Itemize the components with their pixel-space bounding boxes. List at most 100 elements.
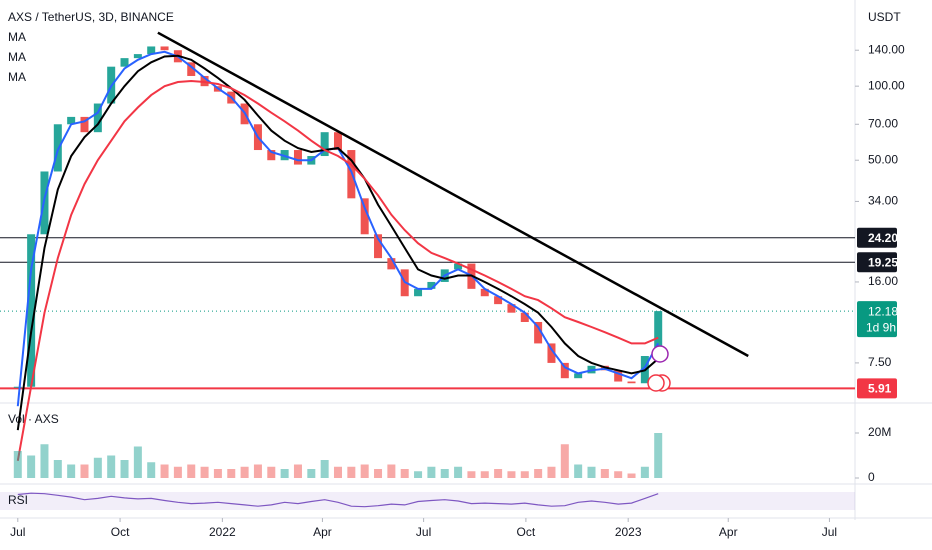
trendline: [157, 31, 749, 358]
volume-tick-label: 20M: [868, 425, 891, 439]
candle: [120, 58, 129, 67]
countdown-label: 1d 9h: [866, 320, 896, 334]
chart-title: AXS / TetherUS, 3D, BINANCE: [8, 10, 174, 24]
volume-bar: [654, 433, 663, 478]
volume-bar: [414, 471, 423, 478]
volume-bar: [614, 471, 623, 478]
last-price-badge: [857, 301, 897, 338]
candle: [93, 103, 102, 133]
x-tick-label: Oct: [517, 525, 536, 539]
volume-bar: [587, 466, 596, 478]
x-tick-label: Jul: [416, 525, 431, 539]
volume-title: Vol · AXS: [8, 412, 59, 426]
volume-bar: [507, 471, 516, 478]
candle: [80, 116, 89, 133]
candle: [160, 46, 169, 51]
y-tick-label: 100.00: [868, 78, 905, 92]
volume-bar: [120, 460, 129, 478]
ma-line: [16, 54, 659, 431]
volume-bar: [227, 469, 236, 478]
volume-bar: [187, 464, 196, 478]
volume-bar: [67, 464, 76, 478]
candle: [454, 263, 463, 270]
x-tick-label: Apr: [313, 525, 332, 539]
volume-bar: [520, 471, 529, 478]
candle: [560, 362, 569, 379]
volume-bar: [347, 466, 356, 478]
candle: [520, 312, 529, 322]
price-unit: USDT: [868, 10, 901, 24]
volume-bar: [600, 469, 609, 478]
volume-bar: [374, 469, 383, 478]
candle: [654, 311, 663, 357]
volume-bar: [480, 471, 489, 478]
candle: [374, 234, 383, 259]
y-tick-label: 7.50: [868, 355, 892, 369]
volume-bar: [534, 469, 543, 478]
volume-bar: [173, 466, 182, 478]
volume-bar: [454, 466, 463, 478]
candle: [13, 386, 22, 388]
volume-bar: [147, 462, 156, 478]
volume-bar: [53, 460, 62, 478]
x-tick-label: Oct: [111, 525, 130, 539]
event-icon: [651, 345, 669, 363]
candle: [414, 288, 423, 297]
y-tick-label: 70.00: [868, 116, 898, 130]
legend-entry: MA: [8, 70, 26, 84]
legend-entry: MA: [8, 50, 26, 64]
volume-bar: [467, 471, 476, 478]
volume-bar: [40, 444, 49, 478]
rsi-title: RSI: [8, 493, 28, 507]
volume-bar: [574, 464, 583, 478]
volume-bar: [307, 469, 316, 478]
volume-bar: [13, 451, 22, 478]
volume-bar: [640, 466, 649, 478]
volume-bar: [93, 457, 102, 478]
legend-entry: MA: [8, 30, 26, 44]
volume-bar: [240, 466, 249, 478]
volume-bar: [387, 464, 396, 478]
candle: [67, 116, 76, 125]
candle: [427, 281, 436, 289]
candle: [614, 370, 623, 382]
x-tick-label: 2022: [209, 525, 236, 539]
candle: [293, 150, 302, 165]
candle: [333, 132, 342, 151]
volume-bar: [320, 460, 329, 478]
level-badge: [857, 378, 897, 399]
volume-bar: [267, 466, 276, 478]
event-icon: [647, 374, 665, 392]
x-tick-label: Jul: [822, 525, 837, 539]
volume-bar: [427, 466, 436, 478]
rsi-line: [17, 492, 659, 508]
volume-bar: [27, 455, 36, 478]
x-tick-label: Jul: [10, 525, 25, 539]
candle: [387, 258, 396, 270]
volume-bar: [280, 469, 289, 478]
volume-bar: [440, 469, 449, 478]
volume-bar: [133, 446, 142, 478]
x-tick-label: Apr: [719, 525, 738, 539]
level-label: 19.25: [868, 255, 898, 269]
x-tick-label: 2023: [615, 525, 642, 539]
y-tick-label: 140.00: [868, 42, 905, 56]
volume-bar: [80, 464, 89, 478]
candle: [534, 321, 543, 344]
candle: [320, 132, 329, 157]
candle: [267, 150, 276, 161]
candle: [27, 234, 36, 387]
y-tick-label: 50.00: [868, 152, 898, 166]
level-label: 24.20: [868, 231, 898, 245]
volume-tick-label: 0: [868, 470, 875, 484]
volume-bar: [213, 469, 222, 478]
candle: [147, 46, 156, 55]
candle: [574, 373, 583, 379]
y-tick-label: 16.00: [868, 274, 898, 288]
volume-bar: [333, 466, 342, 478]
volume-bar: [200, 466, 209, 478]
candle: [360, 198, 369, 235]
candle: [480, 288, 489, 297]
volume-bar: [494, 469, 503, 478]
